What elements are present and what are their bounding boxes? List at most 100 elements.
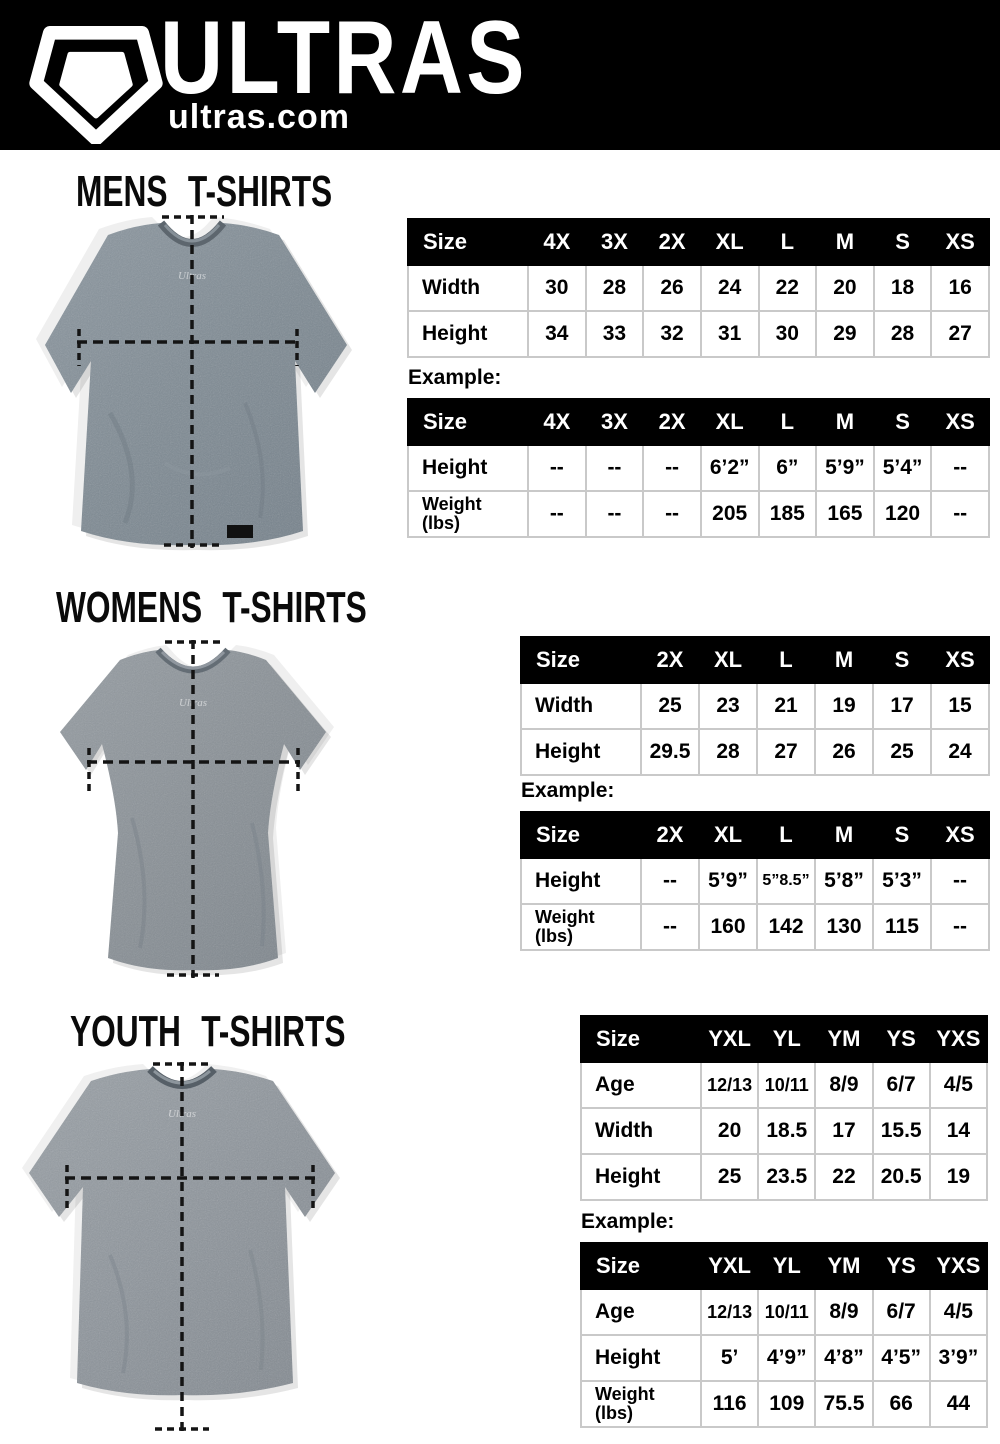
table-cell: 6’2” — [699, 444, 760, 492]
row-label: Width — [520, 682, 642, 730]
column-header: S — [872, 398, 933, 446]
row-label: Weight (lbs) — [520, 903, 642, 951]
table-cell: -- — [930, 490, 990, 538]
column-header: XS — [930, 398, 990, 446]
column-header: 3X — [584, 218, 645, 266]
table-cell: 130 — [814, 903, 874, 951]
table-cell: 5’4” — [872, 444, 933, 492]
table-cell: 5’9” — [698, 857, 758, 905]
row-label: Age — [580, 1288, 702, 1336]
table-cell: 142 — [756, 903, 816, 951]
table-row: Weight (lbs) 116 109 75.5 66 44 — [580, 1380, 989, 1428]
row-label: Height — [580, 1153, 702, 1201]
column-header: XL — [699, 218, 760, 266]
header-bar: ULTRAS ultras.com — [0, 0, 1000, 150]
table-cell: 34 — [527, 310, 587, 358]
table-cell: 24 — [930, 728, 990, 776]
column-header: YXS — [928, 1242, 989, 1290]
column-header: YS — [871, 1015, 931, 1063]
table-cell: 30 — [757, 310, 818, 358]
table-row: Age 12/13 10/11 8/9 6/7 4/5 — [580, 1288, 989, 1336]
womens-example-label: Example: — [521, 779, 615, 802]
column-header: 2X — [640, 636, 700, 684]
table-cell: 14 — [928, 1107, 989, 1155]
table-cell: -- — [930, 857, 990, 905]
mens-section-title: MENS T-SHIRTS — [76, 167, 333, 216]
table-cell: 28 — [584, 264, 645, 312]
column-header: XS — [930, 811, 990, 859]
table-cell: -- — [640, 903, 700, 951]
table-cell: 6/7 — [871, 1288, 931, 1336]
pentagon-shield-icon — [29, 26, 163, 144]
table-row: Weight (lbs) -- 160 142 130 115 -- — [520, 903, 990, 951]
table-cell: 160 — [698, 903, 758, 951]
table-cell: 5’ — [699, 1334, 760, 1382]
column-header: YXL — [699, 1015, 760, 1063]
table-cell: 15 — [930, 682, 990, 730]
column-header: YL — [757, 1015, 817, 1063]
table-cell: -- — [930, 444, 990, 492]
table-cell: 4’9” — [757, 1334, 817, 1382]
table-row: Width 30 28 26 24 22 20 18 16 — [407, 264, 990, 312]
row-label: Height — [407, 444, 529, 492]
table-cell: 26 — [814, 728, 874, 776]
womens-size-table: Size 2X XL L M S XS Width 25 23 21 19 17 15 Height 29.5… — [520, 636, 990, 776]
column-header: M — [815, 398, 875, 446]
column-header: L — [757, 218, 818, 266]
table-cell: -- — [642, 444, 702, 492]
table-cell: 23.5 — [757, 1153, 817, 1201]
table-cell: 22 — [757, 264, 818, 312]
table-cell: 75.5 — [814, 1380, 874, 1428]
table-cell: 165 — [815, 490, 875, 538]
table-cell: 6/7 — [871, 1061, 931, 1109]
table-cell: 31 — [699, 310, 760, 358]
column-header: M — [814, 636, 874, 684]
column-header: YL — [757, 1242, 817, 1290]
column-header: S — [872, 811, 932, 859]
table-cell: 17 — [872, 682, 932, 730]
table-cell: 6” — [757, 444, 818, 492]
table-cell: 185 — [757, 490, 818, 538]
table-cell: -- — [584, 444, 645, 492]
site-url: ultras.com — [168, 98, 350, 136]
table-row: Weight (lbs) -- -- -- 205 185 165 120 -- — [407, 490, 990, 538]
table-cell: 20.5 — [871, 1153, 931, 1201]
column-header: Size — [580, 1015, 702, 1063]
table-row: Height -- -- -- 6’2” 6” 5’9” 5’4” -- — [407, 444, 990, 492]
table-cell: -- — [584, 490, 645, 538]
table-cell: 33 — [584, 310, 645, 358]
table-cell: 28 — [698, 728, 758, 776]
table-row: Height 29.5 28 27 26 25 24 — [520, 728, 990, 776]
table-cell: -- — [527, 490, 587, 538]
table-row: Width 20 18.5 17 15.5 14 — [580, 1107, 989, 1155]
row-label: Weight (lbs) — [407, 490, 529, 538]
column-header: L — [757, 398, 818, 446]
column-header: 4X — [527, 398, 587, 446]
table-cell: 29 — [815, 310, 875, 358]
table-cell: 8/9 — [814, 1061, 874, 1109]
table-cell: 116 — [699, 1380, 760, 1428]
table-cell: 18 — [872, 264, 933, 312]
table-cell: 25 — [640, 682, 700, 730]
column-header: Size — [520, 636, 642, 684]
table-row: Height 5’ 4’9” 4’8” 4’5” 3’9” — [580, 1334, 989, 1382]
table-cell: 24 — [699, 264, 760, 312]
column-header: Size — [407, 218, 529, 266]
column-header: Size — [520, 811, 642, 859]
table-cell: 17 — [814, 1107, 874, 1155]
table-cell: 205 — [699, 490, 760, 538]
table-cell: 22 — [814, 1153, 874, 1201]
column-header: 2X — [642, 398, 702, 446]
table-cell: -- — [527, 444, 587, 492]
column-header: 2X — [642, 218, 702, 266]
table-cell: 5’9” — [815, 444, 875, 492]
table-cell: 115 — [872, 903, 932, 951]
table-cell: 12/13 — [699, 1061, 760, 1109]
column-header: Size — [407, 398, 529, 446]
table-cell: 32 — [642, 310, 702, 358]
mens-shirt-image: Ultras — [36, 215, 352, 551]
youth-section-title: YOUTH T-SHIRTS — [70, 1007, 346, 1056]
table-cell: 23 — [698, 682, 758, 730]
column-header: YM — [814, 1242, 874, 1290]
